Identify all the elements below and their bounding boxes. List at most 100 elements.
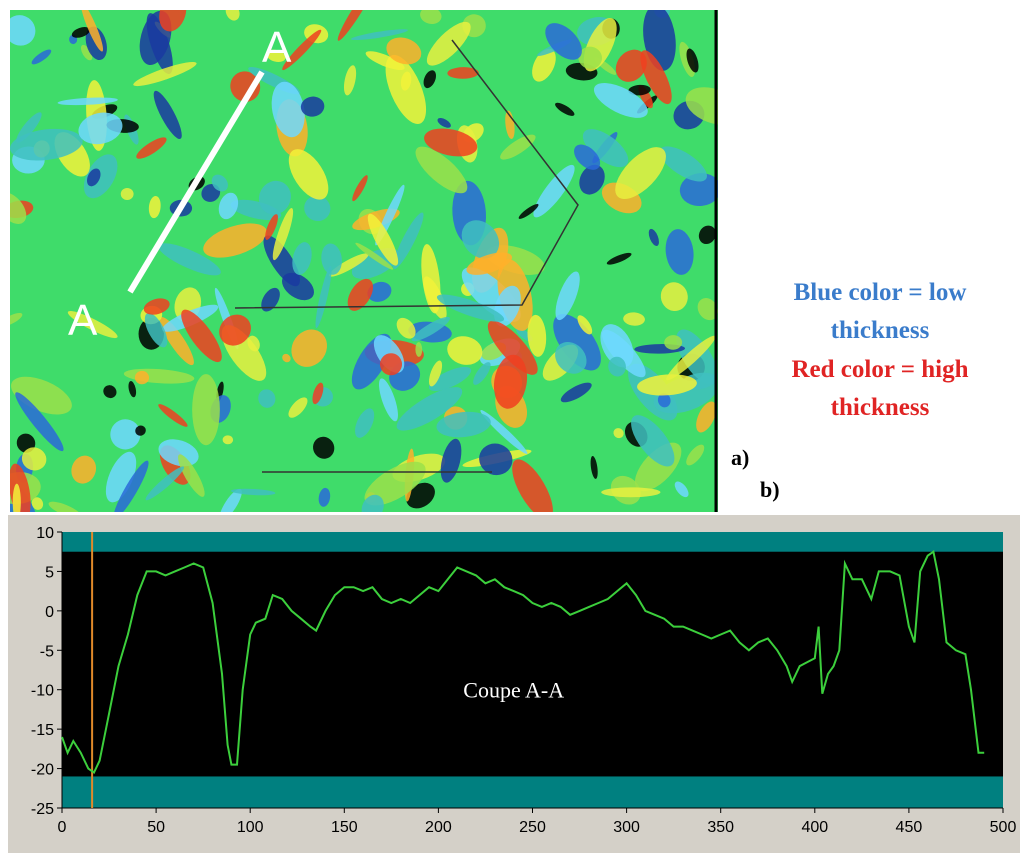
map-blob <box>113 460 149 512</box>
map-blob <box>600 324 634 368</box>
map-blob <box>120 188 134 201</box>
map-blob <box>71 27 90 38</box>
map-blob <box>222 435 234 445</box>
annotation: Coupe A-A <box>463 678 564 703</box>
map-blob <box>159 10 187 32</box>
y-tick-label: 0 <box>45 604 54 621</box>
map-blob <box>574 144 601 170</box>
map-blob <box>145 466 185 501</box>
map-blob <box>493 354 528 409</box>
map-blob <box>57 97 118 106</box>
map-blob <box>134 370 150 385</box>
map-blob <box>83 154 118 199</box>
map-blob <box>71 455 97 484</box>
x-tick-label: 300 <box>613 819 640 836</box>
y-tick-label: -5 <box>40 643 54 660</box>
map-blob <box>623 312 645 326</box>
map-blob <box>361 494 384 512</box>
map-blob <box>11 376 72 415</box>
map-blob <box>657 393 671 408</box>
map-blob <box>21 447 47 471</box>
panel-label: a) <box>731 445 749 470</box>
map-blob <box>103 385 117 399</box>
map-blob <box>396 317 416 339</box>
map-blob <box>153 90 182 140</box>
x-tick-label: 350 <box>707 819 734 836</box>
map-blob <box>447 67 479 79</box>
map-blob <box>426 21 471 66</box>
map-blob <box>518 203 539 219</box>
x-tick-label: 250 <box>519 819 546 836</box>
y-tick-label: 10 <box>36 525 54 542</box>
y-tick-label: -15 <box>31 722 54 739</box>
map-blob <box>679 173 718 207</box>
map-blob <box>480 410 528 454</box>
map-blob <box>178 454 205 497</box>
map-blob <box>500 134 536 160</box>
map-blob <box>424 128 478 157</box>
map-blob <box>258 389 276 408</box>
map-blob <box>352 175 368 202</box>
map-blob <box>420 10 442 25</box>
map-blob <box>613 428 624 439</box>
map-blob <box>219 488 242 512</box>
map-blob <box>143 298 170 315</box>
map-blob <box>230 488 276 496</box>
y-tick-label: -10 <box>31 683 54 700</box>
map-blob <box>686 48 699 73</box>
map-blob <box>10 128 83 161</box>
map-blob <box>110 419 141 450</box>
map-blob <box>135 425 146 436</box>
map-blob <box>593 83 648 118</box>
map-blob <box>532 48 556 82</box>
map-blob <box>31 497 44 510</box>
map-blob <box>304 195 331 222</box>
map-blob <box>666 335 716 381</box>
map-blob <box>144 312 168 348</box>
map-blob <box>192 374 220 446</box>
x-tick-label: 150 <box>331 819 358 836</box>
map-blob <box>590 456 598 479</box>
map-blob <box>615 147 666 200</box>
x-tick-label: 400 <box>801 819 828 836</box>
map-blob <box>429 360 443 387</box>
map-blob <box>158 404 188 427</box>
x-tick-label: 450 <box>896 819 923 836</box>
map-blob <box>355 242 394 270</box>
map-blob <box>225 10 240 21</box>
plot-band <box>62 776 1003 808</box>
map-blob <box>466 252 513 275</box>
map-blob <box>665 229 694 275</box>
map-blob <box>385 54 427 124</box>
map-blob <box>258 180 291 215</box>
map-blob <box>315 265 332 329</box>
map-blob <box>10 15 36 46</box>
map-blob <box>659 146 707 182</box>
map-blob <box>685 87 718 125</box>
map-blob <box>282 353 291 363</box>
map-blob <box>292 242 312 275</box>
map-blob <box>367 281 392 302</box>
map-blob <box>648 228 659 247</box>
map-blob <box>365 51 405 71</box>
plot-background <box>62 532 1003 808</box>
map-blob <box>312 382 324 405</box>
plot-band <box>62 532 1003 552</box>
map-blob <box>271 81 305 138</box>
map-blob <box>133 61 197 87</box>
map-blob <box>487 320 538 375</box>
map-blob <box>436 411 491 438</box>
x-tick-label: 200 <box>425 819 452 836</box>
map-blob <box>545 23 582 60</box>
map-blob <box>415 342 423 357</box>
map-blob <box>664 335 683 350</box>
map-blob <box>10 312 23 327</box>
map-blob <box>318 487 331 507</box>
map-blob <box>288 397 308 418</box>
y-tick-label: -20 <box>31 762 54 779</box>
map-blob <box>337 10 376 41</box>
map-blob <box>555 342 587 374</box>
section-line <box>127 70 265 294</box>
map-blob <box>87 168 101 187</box>
